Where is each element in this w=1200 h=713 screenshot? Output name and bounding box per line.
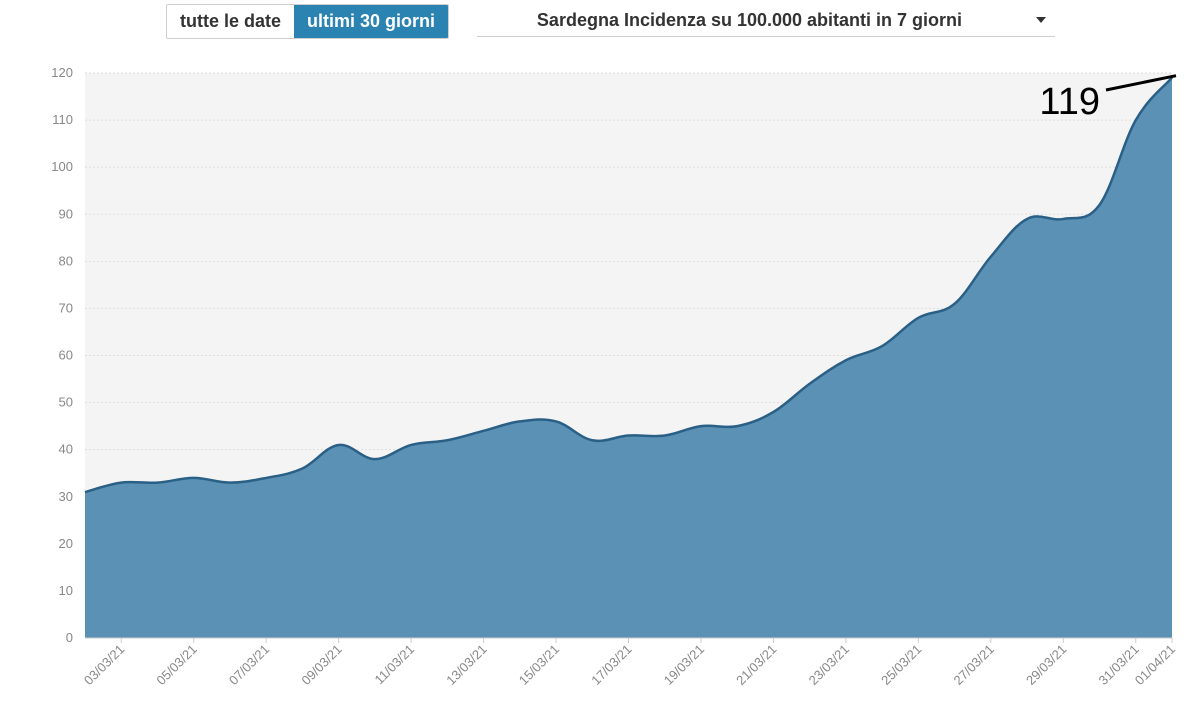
data-point-05/03/21 bbox=[191, 475, 197, 481]
data-point-14/03/21 bbox=[517, 418, 523, 424]
x-tick-label: 05/03/21 bbox=[153, 642, 199, 688]
x-tick-label: 13/03/21 bbox=[443, 642, 489, 688]
last-30-days-button[interactable]: ultimi 30 giorni bbox=[294, 5, 449, 38]
data-point-16/03/21 bbox=[589, 437, 595, 443]
x-tick-label: 25/03/21 bbox=[878, 642, 924, 688]
y-tick-label: 20 bbox=[59, 536, 73, 551]
data-point-24/03/21 bbox=[879, 343, 885, 349]
y-tick-label: 100 bbox=[51, 159, 73, 174]
data-point-20/03/21 bbox=[734, 423, 740, 429]
data-point-27/03/21 bbox=[988, 254, 994, 260]
y-tick-label: 0 bbox=[66, 630, 73, 645]
annotation-pointer bbox=[1105, 74, 1177, 92]
y-tick-label: 10 bbox=[59, 583, 73, 598]
data-point-02/03/21 bbox=[82, 489, 88, 495]
data-point-08/03/21 bbox=[299, 466, 305, 472]
metric-select[interactable]: Sardegna Incidenza su 100.000 abitanti i… bbox=[477, 4, 1055, 37]
y-tick-label: 80 bbox=[59, 253, 73, 268]
data-point-12/03/21 bbox=[444, 437, 450, 443]
data-point-15/03/21 bbox=[553, 418, 559, 424]
area-fill bbox=[85, 77, 1172, 639]
data-point-13/03/21 bbox=[481, 428, 487, 434]
x-tick-label: 09/03/21 bbox=[298, 642, 344, 688]
y-tick-label: 60 bbox=[59, 348, 73, 363]
series-line bbox=[84, 76, 1173, 494]
y-tick-label: 120 bbox=[51, 65, 73, 80]
y-tick-label: 110 bbox=[52, 112, 73, 127]
data-point-25/03/21 bbox=[915, 315, 921, 321]
metric-select-value: Sardegna Incidenza su 100.000 abitanti i… bbox=[536, 10, 963, 30]
chevron-down-icon bbox=[1036, 17, 1046, 23]
y-tick-label: 50 bbox=[59, 395, 73, 410]
y-tick-label: 40 bbox=[59, 442, 73, 457]
x-tick-label: 21/03/21 bbox=[733, 642, 779, 688]
data-point-18/03/21 bbox=[662, 433, 668, 439]
data-point-29/03/21 bbox=[1060, 216, 1066, 222]
data-point-10/03/21 bbox=[372, 456, 378, 462]
x-tick-label: 01/04/21 bbox=[1132, 642, 1178, 688]
data-point-06/03/21 bbox=[227, 480, 233, 486]
data-point-03/03/21 bbox=[118, 480, 124, 486]
x-tick-label: 17/03/21 bbox=[588, 642, 634, 688]
data-point-19/03/21 bbox=[698, 423, 704, 429]
data-point-23/03/21 bbox=[843, 357, 849, 363]
x-tick-label: 27/03/21 bbox=[951, 642, 997, 688]
y-tick-label: 70 bbox=[59, 300, 73, 315]
x-tick-label: 23/03/21 bbox=[806, 642, 852, 688]
annotation-label: 119 bbox=[1039, 81, 1100, 123]
x-tick-label: 19/03/21 bbox=[661, 642, 707, 688]
x-tick-label: 03/03/21 bbox=[81, 642, 127, 688]
data-point-17/03/21 bbox=[626, 433, 632, 439]
x-tick-label: 29/03/21 bbox=[1023, 642, 1069, 688]
data-point-22/03/21 bbox=[807, 381, 813, 387]
data-point-07/03/21 bbox=[263, 475, 269, 481]
data-point-28/03/21 bbox=[1024, 216, 1030, 222]
x-tick-label: 07/03/21 bbox=[226, 642, 272, 688]
x-tick-label: 11/03/21 bbox=[372, 642, 418, 688]
y-tick-label: 30 bbox=[59, 489, 73, 504]
date-range-toggle: tutte le date ultimi 30 giorni bbox=[166, 4, 450, 39]
all-dates-button[interactable]: tutte le date bbox=[167, 5, 295, 38]
data-point-26/03/21 bbox=[952, 301, 958, 307]
y-tick-label: 90 bbox=[59, 206, 73, 221]
data-point-09/03/21 bbox=[336, 442, 342, 448]
x-tick-label: 15/03/21 bbox=[516, 642, 562, 688]
data-point-31/03/21 bbox=[1133, 117, 1139, 123]
data-point-04/03/21 bbox=[154, 480, 160, 486]
data-point-30/03/21 bbox=[1097, 202, 1103, 208]
data-point-21/03/21 bbox=[770, 409, 776, 415]
data-point-11/03/21 bbox=[408, 442, 414, 448]
